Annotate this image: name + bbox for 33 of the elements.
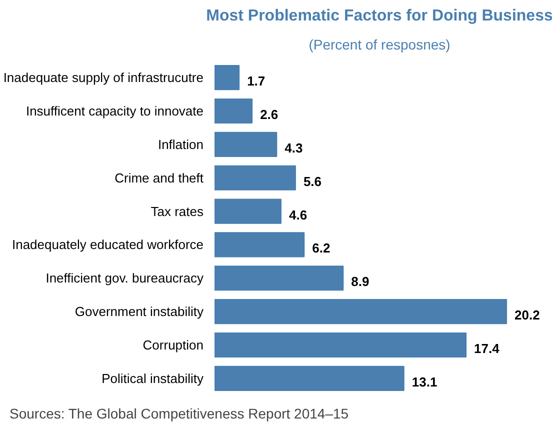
data-label: 8.9	[351, 274, 370, 290]
bar	[214, 65, 240, 90]
data-label: 20.2	[514, 308, 540, 323]
source-note: Sources: The Global Competitiveness Report 2014–15	[10, 406, 349, 422]
chart-subtitle: (Percent of resposnes)	[308, 36, 450, 52]
y-tick-label: Inefficient gov. bureaucracy	[46, 270, 204, 286]
bar	[214, 98, 253, 124]
bar	[214, 132, 278, 157]
bar	[214, 165, 296, 190]
y-tick-label: Political instability	[102, 370, 204, 386]
y-tick-label: Crime and theft	[114, 170, 204, 186]
y-tick-label: Corruption	[142, 338, 204, 353]
data-label: 13.1	[412, 374, 438, 390]
bar	[214, 299, 508, 324]
data-label: 4.6	[289, 207, 308, 222]
bar	[214, 266, 344, 291]
bar	[214, 366, 404, 391]
y-tick-label: Inadequate supply of infrastrucutre	[3, 70, 204, 86]
bar	[214, 232, 305, 258]
data-label: 6.2	[312, 240, 330, 256]
data-label: 17.4	[474, 341, 500, 356]
y-tick-label: Insufficent capacity to innovate	[26, 103, 204, 118]
data-label: 2.6	[260, 106, 278, 122]
bar	[214, 198, 282, 224]
y-tick-label: Tax rates	[150, 204, 204, 219]
y-tick-label: Inadequately educated workforce	[12, 237, 204, 252]
data-label: 4.3	[284, 140, 303, 156]
chart-title: Most Problematic Factors for Doing Business	[206, 8, 553, 24]
bar	[214, 332, 467, 358]
data-label: 1.7	[247, 74, 266, 89]
y-tick-label: Government instability	[74, 304, 204, 320]
y-tick-label: Inflation	[158, 136, 204, 152]
data-label: 5.6	[303, 174, 322, 189]
